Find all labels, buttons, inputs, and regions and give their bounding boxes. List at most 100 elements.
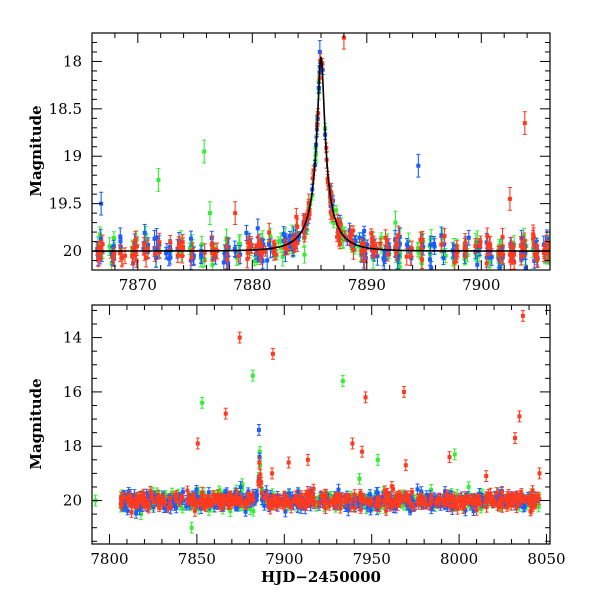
data-point-red bbox=[537, 467, 542, 480]
data-point-red bbox=[141, 496, 146, 507]
data-point-red bbox=[528, 491, 533, 502]
data-point-red bbox=[153, 246, 158, 263]
y-tick-label: 20 bbox=[63, 492, 82, 510]
data-point-green bbox=[302, 245, 307, 264]
data-point-red bbox=[235, 498, 240, 507]
data-point-red bbox=[402, 385, 407, 398]
data-point-red bbox=[212, 494, 217, 505]
data-point-red bbox=[293, 490, 298, 503]
data-point-red bbox=[142, 246, 147, 261]
data-point-red bbox=[270, 467, 275, 480]
data-point-blue bbox=[199, 245, 204, 264]
data-point-red bbox=[515, 490, 520, 502]
data-point-red bbox=[259, 476, 264, 488]
data-point-red bbox=[203, 494, 208, 505]
data-point-red bbox=[148, 485, 153, 497]
y-tick-label: 19.5 bbox=[49, 195, 82, 213]
data-point-red bbox=[531, 227, 536, 246]
data-point-green bbox=[466, 481, 471, 493]
data-point-red bbox=[192, 504, 197, 517]
x-tick-label: 7890 bbox=[348, 276, 386, 294]
top-y-axis-title: Magnitude bbox=[27, 105, 45, 196]
data-point-red bbox=[212, 247, 217, 261]
data-point-red bbox=[299, 490, 304, 500]
data-point-red bbox=[360, 445, 365, 458]
bottom-panel-data bbox=[93, 309, 542, 534]
data-point-red bbox=[177, 498, 182, 508]
data-point-red bbox=[226, 492, 231, 501]
bottom-y-axis-title: Magnitude bbox=[27, 378, 45, 469]
data-point-red bbox=[384, 235, 389, 247]
data-point-blue bbox=[432, 238, 437, 255]
data-point-red bbox=[448, 495, 453, 506]
data-point-red bbox=[544, 234, 549, 250]
data-point-blue bbox=[256, 424, 261, 436]
data-point-red bbox=[304, 499, 309, 511]
data-point-red bbox=[237, 331, 242, 344]
data-point-red bbox=[224, 237, 229, 256]
data-point-red bbox=[504, 495, 509, 505]
data-point-green bbox=[156, 168, 161, 192]
data-point-red bbox=[454, 246, 459, 264]
data-point-red bbox=[223, 407, 228, 420]
data-point-red bbox=[352, 503, 357, 513]
y-tick-label: 18 bbox=[63, 437, 82, 455]
data-point-red bbox=[485, 236, 490, 256]
data-point-red bbox=[507, 246, 512, 263]
data-point-blue bbox=[244, 224, 249, 242]
data-point-blue bbox=[429, 261, 434, 270]
data-point-red bbox=[402, 493, 407, 505]
x-tick-label: 7880 bbox=[233, 276, 271, 294]
data-point-red bbox=[199, 499, 204, 510]
data-point-green bbox=[250, 369, 255, 382]
data-point-red bbox=[242, 499, 247, 509]
data-point-red bbox=[173, 495, 178, 504]
data-point-red bbox=[440, 493, 445, 506]
data-point-red bbox=[519, 494, 524, 504]
data-point-red bbox=[392, 494, 397, 506]
data-point-green bbox=[276, 236, 281, 247]
data-point-red bbox=[482, 497, 487, 507]
bottom-panel-frame bbox=[91, 304, 551, 545]
data-point-red bbox=[453, 498, 458, 510]
data-point-red bbox=[342, 230, 347, 242]
y-tick-label: 18.5 bbox=[49, 100, 82, 118]
data-point-green bbox=[207, 201, 212, 225]
data-point-red bbox=[233, 201, 238, 225]
bottom-x-axis-title: HJD−2450000 bbox=[261, 568, 381, 586]
data-point-green bbox=[200, 396, 205, 409]
model-curve bbox=[92, 56, 550, 252]
data-point-red bbox=[488, 487, 493, 500]
data-point-red bbox=[145, 239, 150, 259]
data-point-red bbox=[396, 225, 401, 245]
data-point-red bbox=[475, 494, 480, 506]
data-point-green bbox=[340, 375, 345, 387]
data-point-red bbox=[369, 241, 374, 253]
data-point-red bbox=[202, 243, 207, 263]
data-point-red bbox=[501, 244, 506, 265]
data-point-red bbox=[442, 227, 447, 245]
top-panel-ticks: 7870 7880 7890 7900 18 18.5 19 19.5 20 bbox=[49, 32, 551, 294]
data-point-red bbox=[195, 437, 200, 450]
data-point-red bbox=[358, 505, 363, 514]
data-point-red bbox=[294, 207, 299, 226]
x-tick-label: 7850 bbox=[178, 550, 216, 568]
data-point-blue bbox=[416, 153, 421, 178]
data-point-red bbox=[119, 499, 124, 509]
y-tick-label: 14 bbox=[63, 329, 82, 347]
data-point-green bbox=[452, 448, 457, 461]
data-point-red bbox=[471, 493, 476, 505]
data-point-red bbox=[522, 111, 527, 135]
data-point-red bbox=[322, 488, 327, 501]
data-point-red bbox=[382, 485, 387, 496]
data-point-red bbox=[350, 437, 355, 450]
data-point-red bbox=[370, 496, 375, 506]
data-point-red bbox=[348, 229, 353, 241]
data-point-red bbox=[234, 487, 239, 499]
data-point-red bbox=[270, 347, 275, 360]
data-point-red bbox=[157, 503, 162, 513]
data-point-red bbox=[375, 495, 380, 504]
data-point-red bbox=[290, 496, 295, 507]
data-point-red bbox=[145, 500, 150, 509]
top-panel: 7870 7880 7890 7900 18 18.5 19 19.5 20 Magnitude bbox=[27, 32, 551, 294]
